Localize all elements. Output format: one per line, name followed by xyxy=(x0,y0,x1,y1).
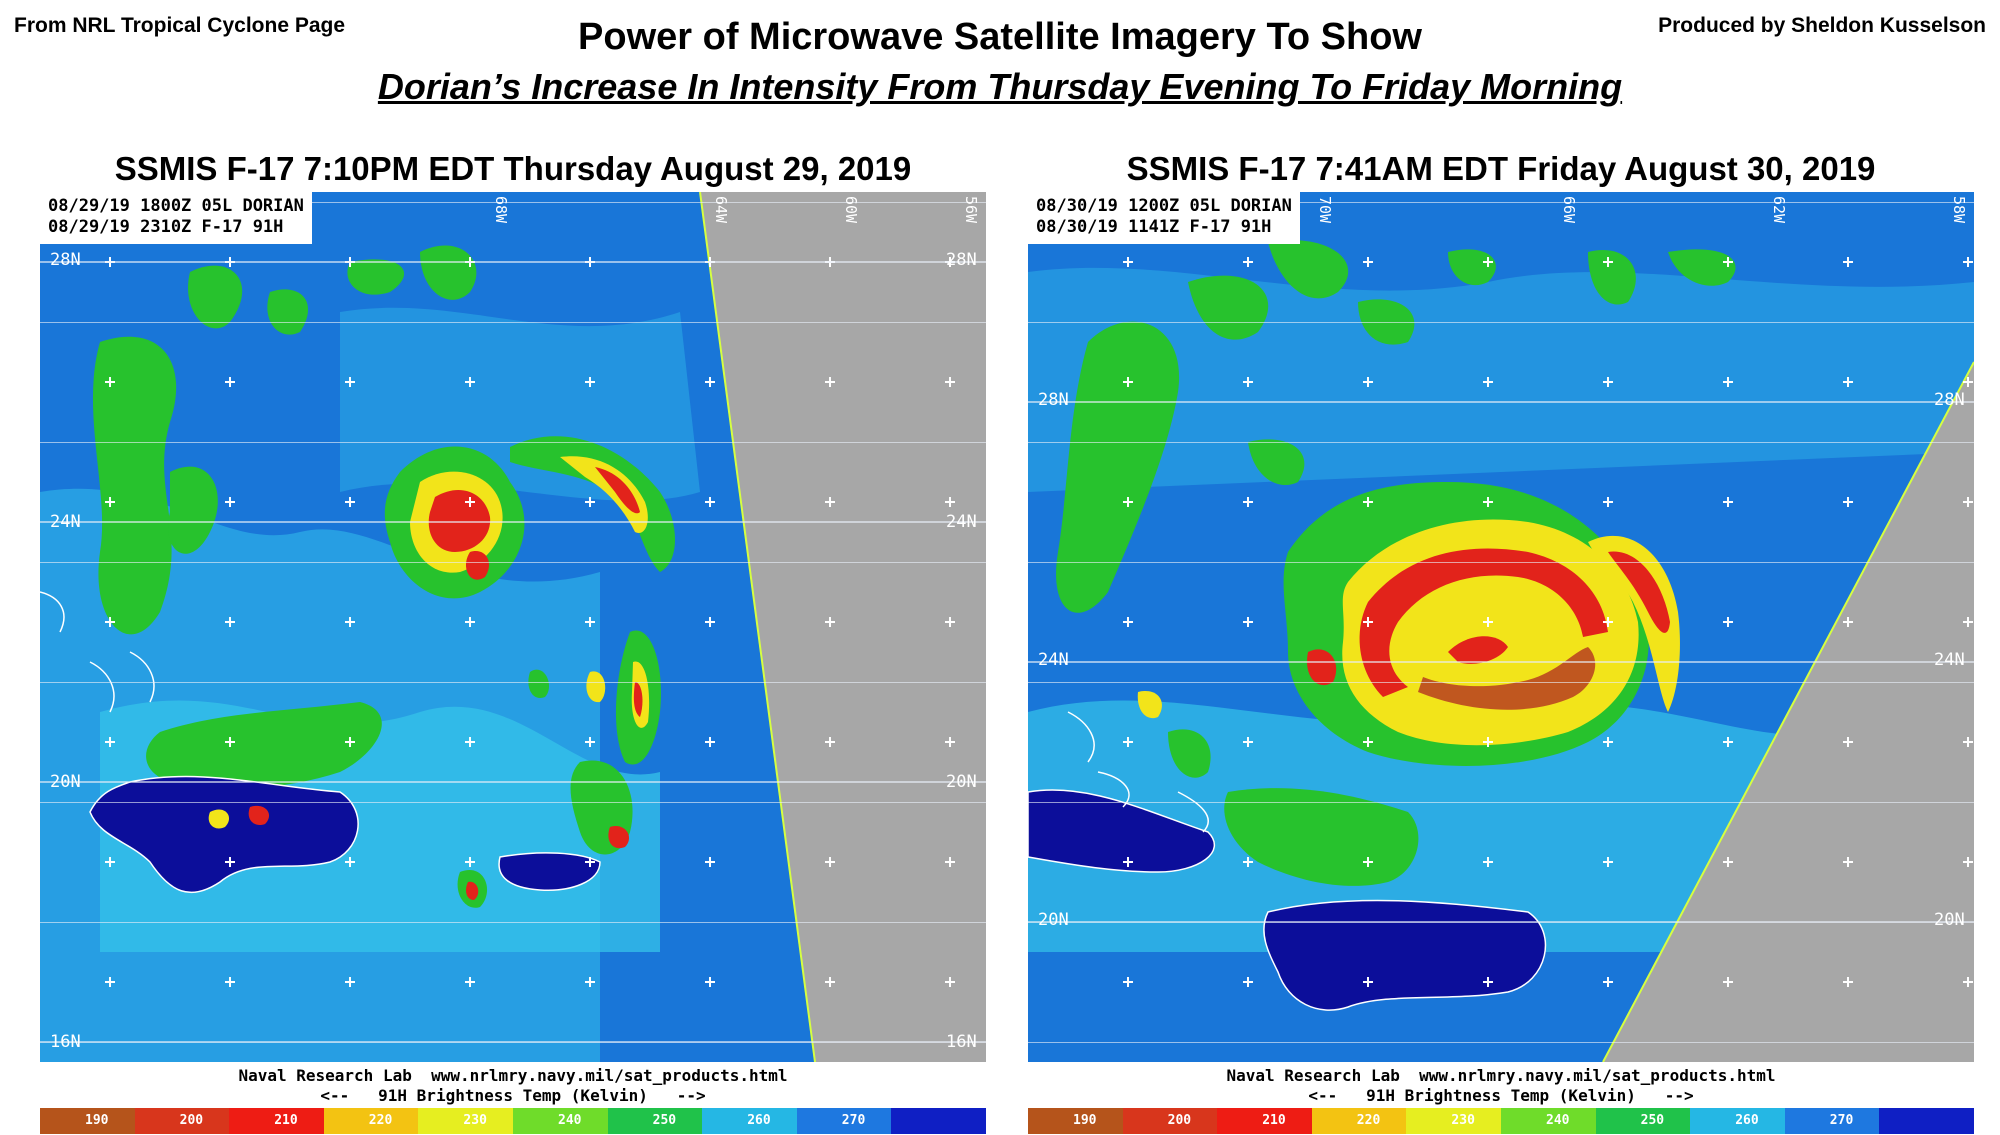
color-scale-segment xyxy=(229,1108,324,1134)
lat-label-right: 24N xyxy=(1934,650,1965,670)
color-scale-tick: 190 xyxy=(1073,1113,1097,1128)
lon-label: 66W xyxy=(1560,196,1578,224)
lat-label-right: 28N xyxy=(946,250,977,270)
color-scale-segment xyxy=(796,1108,892,1134)
lon-label: 58W xyxy=(1950,196,1968,224)
color-scale-tick: 250 xyxy=(652,1113,677,1128)
color-scale-segment xyxy=(1595,1108,1691,1134)
lat-label-left: 20N xyxy=(50,772,81,792)
panel-title: SSMIS F-17 7:10PM EDT Thursday August 29… xyxy=(114,150,912,187)
lon-label: 70W xyxy=(1316,196,1334,224)
color-scale-segment xyxy=(702,1108,797,1134)
lon-label: 68W xyxy=(492,196,510,224)
lat-label-left: 24N xyxy=(50,512,81,532)
color-scale-tick: 230 xyxy=(463,1113,487,1128)
color-scale-segment xyxy=(1500,1108,1596,1134)
microwave-imagery xyxy=(1028,192,1974,1062)
info-line-1: 08/30/19 1200Z 05L DORIAN xyxy=(1036,196,1292,216)
satellite-image: 08/30/19 1200Z 05L DORIAN 08/30/19 1141Z… xyxy=(1028,192,1974,1062)
satellite-panel-friday: SSMIS F-17 7:41AM EDT Friday August 30, … xyxy=(1028,150,1974,1135)
color-scale-segment xyxy=(1690,1108,1785,1134)
color-scale-tick: 250 xyxy=(1640,1113,1665,1128)
color-scale-bar: 190 200 210 220 230 240 250 260 270 xyxy=(40,1108,986,1134)
color-scale-tick: 270 xyxy=(1829,1113,1854,1128)
lat-label-right: 28N xyxy=(1934,390,1965,410)
color-scale-segment xyxy=(323,1108,419,1134)
lon-label: 60W xyxy=(842,196,860,224)
color-scale-tick: 260 xyxy=(747,1113,771,1128)
footer-credit: Naval Research Lab www.nrlmry.navy.mil/s… xyxy=(1226,1066,1776,1085)
lon-label: 56W xyxy=(962,196,980,224)
satellite-image: 08/29/19 1800Z 05L DORIAN 08/29/19 2310Z… xyxy=(40,192,986,1062)
color-scale-tick: 190 xyxy=(85,1113,109,1128)
lat-label-left: 28N xyxy=(1038,390,1069,410)
color-scale-tick: 260 xyxy=(1735,1113,1759,1128)
lat-label-right: 24N xyxy=(946,512,977,532)
satellite-panel-thursday: SSMIS F-17 7:10PM EDT Thursday August 29… xyxy=(40,150,986,1135)
color-scale-tick: 200 xyxy=(179,1113,204,1128)
color-scale-segment xyxy=(512,1108,608,1134)
color-scale-segment xyxy=(1122,1108,1218,1134)
color-scale-segment xyxy=(891,1108,986,1134)
lat-label-left: 20N xyxy=(1038,910,1069,930)
color-scale-segment xyxy=(1217,1108,1312,1134)
info-line-1: 08/29/19 1800Z 05L DORIAN xyxy=(48,196,304,216)
color-scale-tick: 210 xyxy=(1262,1113,1286,1128)
lon-label: 64W xyxy=(712,196,730,224)
color-scale-tick: 220 xyxy=(1356,1113,1381,1128)
color-scale-tick: 240 xyxy=(558,1113,582,1128)
color-scale-tick: 240 xyxy=(1546,1113,1570,1128)
image-info-box: 08/29/19 1800Z 05L DORIAN 08/29/19 2310Z… xyxy=(40,192,312,244)
color-scale-bar: 190 200 210 220 230 240 250 260 270 xyxy=(1028,1108,1974,1134)
color-scale-segment xyxy=(1406,1108,1501,1134)
lat-label-left: 16N xyxy=(50,1032,81,1052)
footer-legend-label: <-- 91H Brightness Temp (Kelvin) --> xyxy=(1308,1086,1694,1105)
lon-label: 62W xyxy=(1770,196,1788,224)
color-scale-tick: 230 xyxy=(1451,1113,1475,1128)
footer-legend-label: <-- 91H Brightness Temp (Kelvin) --> xyxy=(320,1086,706,1105)
color-scale-tick: 270 xyxy=(841,1113,866,1128)
color-scale-segment xyxy=(1879,1108,1974,1134)
color-scale-segment xyxy=(1784,1108,1880,1134)
page-subtitle: Dorian’s Increase In Intensity From Thur… xyxy=(377,66,1623,107)
color-scale-segment xyxy=(607,1108,703,1134)
color-scale-tick: 220 xyxy=(368,1113,393,1128)
color-scale-segment xyxy=(1028,1108,1123,1134)
image-info-box: 08/30/19 1200Z 05L DORIAN 08/30/19 1141Z… xyxy=(1028,192,1300,244)
lat-label-right: 20N xyxy=(946,772,977,792)
panel-title: SSMIS F-17 7:41AM EDT Friday August 30, … xyxy=(1126,150,1876,187)
color-scale-segment xyxy=(418,1108,513,1134)
lat-label-left: 24N xyxy=(1038,650,1069,670)
color-scale-tick: 200 xyxy=(1167,1113,1192,1128)
color-scale-segment xyxy=(134,1108,230,1134)
source-label: From NRL Tropical Cyclone Page xyxy=(14,14,346,37)
color-scale-segment xyxy=(40,1108,135,1134)
author-label: Produced by Sheldon Kusselson xyxy=(1658,14,1986,37)
info-line-2: 08/29/19 2310Z F-17 91H xyxy=(48,217,284,237)
color-scale-segment xyxy=(1311,1108,1407,1134)
footer-credit: Naval Research Lab www.nrlmry.navy.mil/s… xyxy=(238,1066,788,1085)
microwave-imagery xyxy=(40,192,986,1062)
page-title: Power of Microwave Satellite Imagery To … xyxy=(578,16,1422,58)
color-scale-tick: 210 xyxy=(274,1113,298,1128)
lat-label-left: 28N xyxy=(50,250,81,270)
info-line-2: 08/30/19 1141Z F-17 91H xyxy=(1036,217,1272,237)
lat-label-right: 16N xyxy=(946,1032,977,1052)
lat-label-right: 20N xyxy=(1934,910,1965,930)
